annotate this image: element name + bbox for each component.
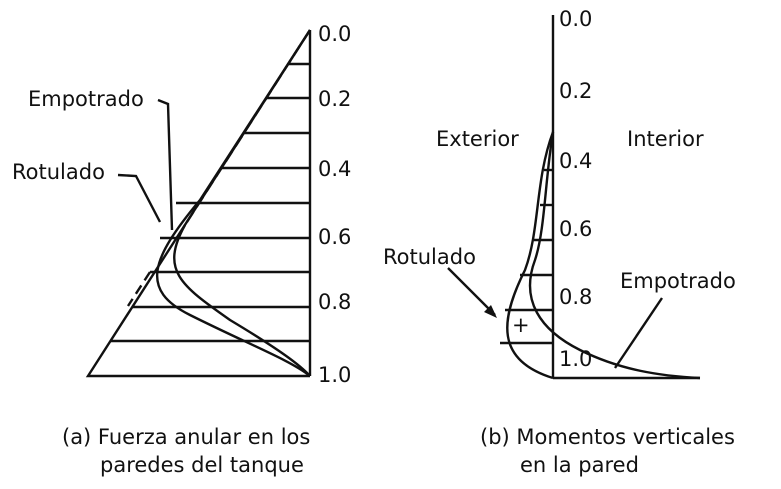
panel-a: Empotrado Rotulado (a) Fuerza anular en …	[12, 29, 312, 477]
axis-label: 0.8	[559, 285, 592, 309]
dashed-extension	[126, 271, 152, 307]
axis-label: 0.8	[318, 290, 351, 314]
axis-label: 0.6	[559, 217, 592, 241]
caption: (b) Momentos verticales	[480, 425, 735, 449]
caption: (a) Fuerza anular en los	[62, 425, 310, 449]
fixed-curve	[173, 224, 311, 377]
axis-label: 0.2	[318, 87, 351, 111]
axis-label: 0.0	[559, 7, 592, 31]
hinged-curve	[506, 131, 555, 380]
arrow-head	[484, 305, 497, 318]
label-hinged: Rotulado	[383, 245, 476, 269]
fixed-leader	[157, 98, 174, 231]
axis-label: 0.0	[318, 22, 351, 46]
sign: +	[512, 313, 530, 337]
panel-b: Exterior Interior Rotulado Empotrado + (…	[383, 15, 736, 477]
label-interior: Interior	[627, 127, 704, 151]
caption: en la pared	[520, 453, 639, 477]
fixed-leader	[614, 297, 663, 369]
fixed-curve	[528, 131, 701, 380]
label-exterior: Exterior	[436, 127, 519, 151]
fixed-dashed	[183, 29, 312, 226]
axis-label: 1.0	[318, 363, 351, 387]
hinged-curve	[155, 29, 312, 377]
axis-label: 1.0	[559, 347, 592, 371]
label-fixed: Empotrado	[28, 87, 144, 111]
caption: paredes del tanque	[100, 453, 304, 477]
hinged-leader	[117, 173, 162, 223]
axis-label: 0.4	[318, 157, 351, 181]
axis-label: 0.6	[318, 225, 351, 249]
hinged-arrow	[447, 267, 496, 316]
label-hinged: Rotulado	[12, 160, 105, 184]
axis-label: 0.2	[559, 79, 592, 103]
label-fixed: Empotrado	[620, 269, 736, 293]
axis-label: 0.4	[559, 149, 592, 173]
hatch-lines	[500, 168, 553, 345]
